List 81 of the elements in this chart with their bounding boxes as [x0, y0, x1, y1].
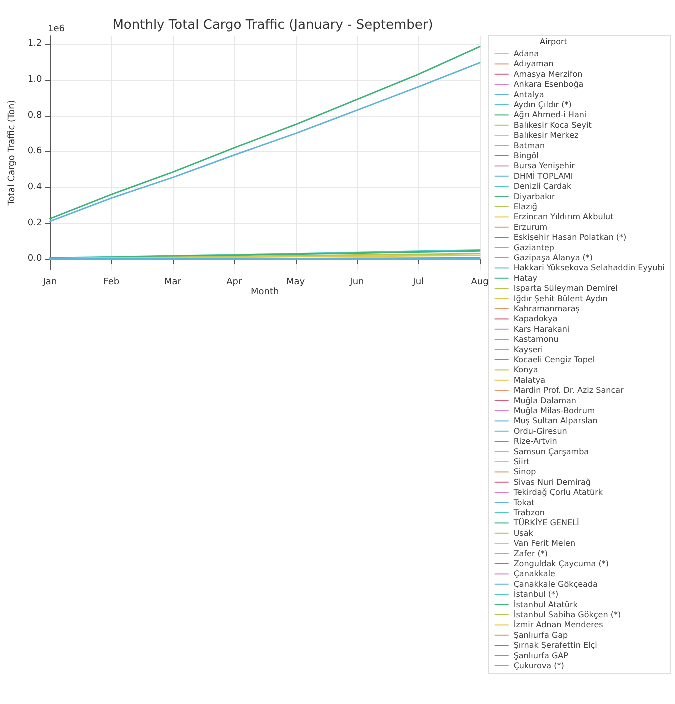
x-tick-label: May [286, 278, 306, 288]
y-tick-label: 1.2 [28, 39, 42, 50]
legend-label: Batman [514, 141, 546, 150]
legend-label: Bingöl [514, 152, 539, 160]
x-tick-label: Jul [412, 278, 424, 288]
legend-label: Trabzon [512, 508, 545, 518]
legend-label: TÜRKİYE GENELİ [512, 518, 580, 528]
y-axis-title: Total Cargo Traffic (Ton) [8, 100, 18, 207]
y-tick-label: 0.4 [28, 182, 42, 193]
legend-label: Hatay [514, 274, 538, 283]
legend-label: Uşak [514, 528, 534, 538]
legend-label: Adana [514, 50, 540, 58]
legend-label: Zafer (*) [514, 549, 548, 558]
legend-label: Balıkesir Koca Seyit [514, 120, 592, 130]
legend-label: Kars Harakani [514, 324, 570, 334]
y-tick-label: 0.6 [28, 146, 42, 157]
legend-label: Aydın Çıldır (*) [514, 100, 572, 110]
legend-label: Çanakkale Gökçeada [514, 580, 598, 589]
legend-label: Şırnak Şerafettin Elçi [514, 641, 598, 650]
legend-label: Gazipaşa Alanya (*) [514, 254, 594, 262]
legend-label: İzmir Adnan Menderes [514, 620, 604, 630]
legend-label: Malatya [514, 376, 546, 385]
legend-label: Sinop [514, 468, 536, 477]
legend-label: Kayseri [514, 345, 544, 354]
legend-label: Samsun Çarşamba [514, 447, 590, 456]
legend-label: DHMİ TOPLAMI [514, 170, 574, 181]
legend-label: Antalya [514, 90, 544, 100]
x-tick-label: Mar [164, 278, 182, 288]
legend-label: Gaziantep [514, 243, 554, 252]
y-tick-label: 0.2 [28, 218, 42, 228]
legend-label: Muğla Dalaman [514, 396, 577, 406]
legend-label: Mardin Prof. Dr. Aziz Sancar [514, 386, 624, 396]
legend-label: Ağrı Ahmed-i Hani [514, 110, 587, 120]
legend-label: İstanbul (*) [514, 589, 559, 600]
legend-label: Ankara Esenboğa [514, 80, 584, 90]
x-tick-label: Jan [42, 278, 58, 288]
legend-label: Muş Sultan Alparslan [514, 416, 598, 426]
legend-label: Amasya Merzifon [514, 70, 583, 79]
legend-label: Erzincan Yıldırım Akbulut [514, 212, 614, 222]
legend-label: Şanlıurfa GAP [514, 651, 569, 660]
legend-label: Kocaeli Cengiz Topel [514, 356, 596, 364]
legend-label: Denizli Çardak [514, 182, 572, 192]
legend-label: Kapadokya [514, 314, 558, 324]
x-axis-title: Month [250, 288, 280, 298]
legend-label: Iğdır Şehit Bülent Aydın [514, 294, 608, 304]
legend-label: Eskişehir Hasan Polatkan (*) [514, 233, 627, 242]
text: 1e6 [48, 24, 66, 34]
legend-label: Van Ferit Melen [514, 539, 576, 548]
legend-title: Airport [540, 38, 568, 46]
y-tick-label: 0.0 [28, 254, 42, 264]
legend-label: Tekirdağ Çorlu Atatürk [512, 488, 604, 498]
legend-label: Kastamonu [514, 335, 559, 344]
x-tick-label: Aug [471, 278, 489, 288]
legend-label: Bursa Yenişehir [514, 162, 576, 171]
legend-label: Çanakkale [514, 570, 556, 579]
legend-label: İstanbul Atatürk [514, 599, 578, 610]
x-tick-label: Jun [349, 278, 364, 288]
chart-title: Monthly Total Cargo Traffic (January - September) [112, 18, 434, 33]
legend-label: Konya [514, 366, 538, 375]
legend-label: İstanbul Sabiha Gökçen (*) [514, 610, 622, 620]
legend-label: Adıyaman [514, 60, 554, 69]
legend-label: Şanlıurfa Gap [514, 630, 568, 640]
legend-label: Isparta Süleyman Demirel [514, 284, 618, 294]
y-tick-label: 1.0 [28, 74, 42, 85]
legend-label: Sivas Nuri Demirağ [514, 478, 591, 487]
legend-label: Balıkesir Merkez [514, 131, 579, 140]
y-tick-label: 0.8 [28, 110, 42, 121]
legend-label: Muğla Milas-Bodrum [514, 406, 596, 416]
legend-label: Tokat [512, 498, 535, 508]
legend-label: Kahramanmaraş [514, 304, 580, 314]
legend-label: Çukurova (*) [514, 662, 564, 670]
legend-label: Elazığ [514, 202, 538, 212]
legend-label: Erzurum [514, 222, 548, 232]
legend-label: Rize-Artvin [514, 437, 558, 446]
x-tick-label: Apr [226, 278, 242, 288]
legend-label: Siirt [514, 458, 530, 466]
x-tick-label: Feb [104, 278, 120, 288]
legend-label: Diyarbakır [514, 192, 556, 202]
legend-label: Zonguldak Çaycuma (*) [514, 560, 609, 568]
legend-label: Hakkari Yüksekova Selahaddin Eyyubi [514, 264, 666, 273]
legend-label: Ordu-Giresun [514, 426, 568, 436]
